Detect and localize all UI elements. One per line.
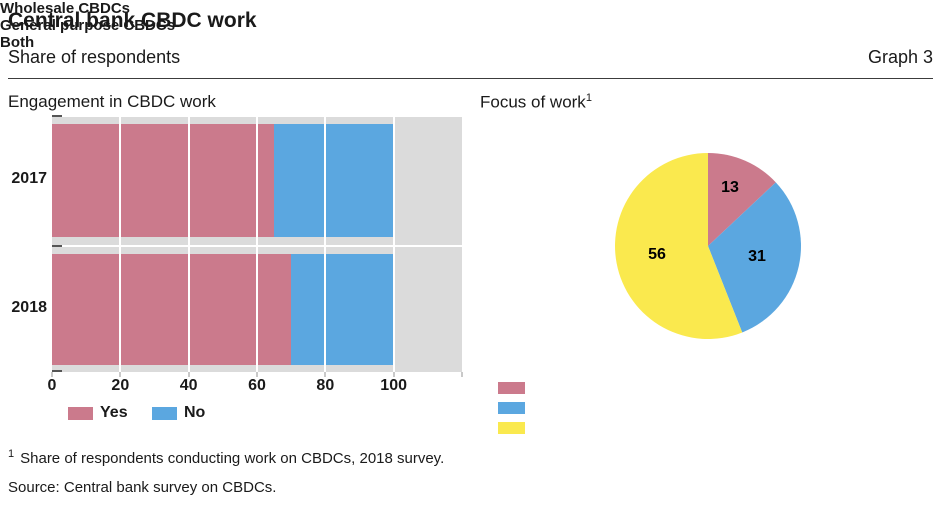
legend-label-wholesale: Wholesale CBDCs — [0, 0, 131, 17]
y-axis-tick — [52, 370, 62, 372]
bar-2018-yes-segment — [52, 254, 292, 365]
header-divider — [8, 78, 933, 79]
y-axis-tick — [52, 115, 62, 117]
bar-2017-yes-segment — [52, 124, 275, 237]
pie-panel-title: Focus of work1 — [480, 92, 592, 113]
gridline — [119, 117, 122, 245]
bar-strip-2017 — [52, 117, 462, 245]
x-axis-tick — [461, 372, 463, 377]
x-axis-tick — [119, 372, 122, 377]
x-axis-ticks — [51, 372, 463, 378]
figure-subtitle: Share of respondents — [8, 47, 181, 67]
stacked-bar-2018 — [52, 254, 462, 365]
pie-value-both: 56 — [648, 246, 666, 263]
x-axis-tick-label: 60 — [248, 377, 266, 394]
legend-label-yes: Yes — [100, 404, 128, 421]
footnote: 1 Share of respondents conducting work on… — [8, 448, 444, 467]
x-axis-tick — [256, 372, 258, 377]
gridline — [392, 117, 395, 245]
category-label-2017: 2017 — [11, 170, 47, 187]
gridline — [187, 247, 190, 372]
x-axis-tick-label: 80 — [316, 377, 335, 394]
x-axis-tick — [324, 372, 327, 377]
legend-swatch-general-purpose — [498, 402, 525, 414]
pie-panel-footnote-marker: 1 — [585, 92, 592, 104]
legend-swatch-wholesale — [498, 382, 525, 394]
pie-chart — [615, 153, 801, 339]
page-title: Central bank CBDC work — [8, 9, 257, 32]
bar-2017-no-segment — [274, 124, 394, 237]
y-axis-tick — [52, 245, 62, 247]
gridline — [392, 247, 395, 372]
legend-swatch-both — [498, 422, 525, 434]
pie-panel-title-text: Focus of work — [480, 92, 586, 112]
footnote-text: Share of respondents conducting work on … — [20, 450, 445, 467]
legend-label-general-purpose: General purpose CBDCs — [0, 17, 176, 34]
legend-swatch-no — [152, 407, 177, 420]
x-axis-labels: 0 20 40 60 80 100 — [48, 377, 462, 397]
x-axis-tick — [51, 372, 53, 377]
gridline — [256, 117, 258, 245]
legend-label-both: Both — [0, 34, 35, 51]
x-axis-tick-label: 0 — [47, 377, 57, 394]
gridline — [324, 247, 327, 372]
stacked-bar-2017 — [52, 124, 462, 237]
pie-slice-1 — [708, 182, 801, 333]
category-label-2018: 2018 — [11, 299, 47, 316]
pie-slice-2 — [615, 153, 743, 339]
bar-chart-plot — [52, 117, 462, 372]
bar-strip-2018 — [52, 247, 462, 372]
gridline — [187, 117, 190, 245]
x-axis-tick — [187, 372, 190, 377]
footnote-marker: 1 — [8, 448, 15, 460]
gridline — [324, 117, 327, 245]
graph-number-label: Graph 3 — [867, 47, 933, 67]
x-axis-tick-label: 100 — [380, 377, 408, 394]
x-axis-tick-label: 40 — [179, 377, 198, 394]
pie-value-wholesale: 13 — [721, 179, 739, 196]
legend-label-no: No — [184, 404, 206, 421]
legend-swatch-yes — [68, 407, 93, 420]
bar-2018-no-segment — [291, 254, 394, 365]
source-line: Source: Central bank survey on CBDCs. — [8, 479, 277, 496]
x-axis-tick-label: 20 — [111, 377, 130, 394]
bar-panel-title: Engagement in CBDC work — [8, 92, 216, 111]
pie-value-general-purpose: 31 — [748, 248, 766, 265]
gridline — [119, 247, 122, 372]
x-axis-tick — [392, 372, 395, 377]
gridline — [256, 247, 258, 372]
pie-slice-0 — [708, 153, 776, 246]
